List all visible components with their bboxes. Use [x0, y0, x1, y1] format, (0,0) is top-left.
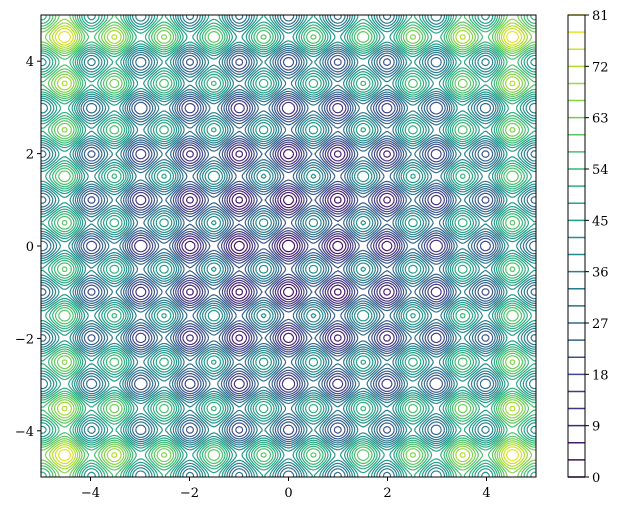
colorbar-frame [567, 14, 586, 478]
contour-level-57 [41, 15, 536, 477]
contour-level-3 [233, 194, 344, 298]
y-axis-ticks: −4 −2 0 2 4 [15, 55, 41, 440]
colorbar-tick-label: 45 [592, 214, 609, 229]
contour-level-30 [41, 15, 536, 477]
contour-lines [41, 15, 536, 477]
colorbar-tick-label: 27 [592, 317, 609, 332]
x-tick-label: −2 [180, 486, 199, 501]
colorbar-tick-label: 54 [592, 163, 609, 178]
contour-level-42 [41, 15, 536, 477]
contour-level-21 [82, 53, 495, 439]
colorbar: 0 9 18 27 36 45 54 63 72 81 [567, 9, 609, 486]
colorbar-tick-label: 0 [592, 471, 600, 486]
contour-level-27 [41, 15, 536, 477]
contour-level-48 [41, 15, 536, 477]
contour-level-45 [41, 15, 536, 477]
contour-level-15 [131, 99, 446, 393]
contour-level-6 [184, 148, 393, 344]
contour-level-33 [41, 15, 536, 477]
contour-level-39 [41, 15, 536, 477]
colorbar-tick-label: 36 [592, 266, 609, 281]
colorbar-tick-label: 81 [592, 9, 609, 24]
contour-level-75 [54, 27, 523, 465]
x-tick-label: 2 [383, 486, 391, 501]
x-tick-label: 0 [284, 486, 292, 501]
contour-level-78 [58, 30, 519, 462]
contour-level-9 [181, 145, 396, 347]
colorbar-tick-label: 63 [592, 112, 609, 127]
colorbar-tick-label: 9 [592, 420, 600, 435]
y-tick-label: −4 [15, 425, 34, 440]
y-tick-label: 2 [26, 148, 34, 163]
contour-level-18 [85, 56, 492, 436]
plot-background [41, 15, 536, 477]
contour-level-51 [41, 15, 536, 477]
contour-level-60 [41, 15, 536, 477]
contour-level-54 [41, 15, 536, 477]
contour-level-36 [41, 15, 536, 477]
contour-level-66 [44, 18, 533, 474]
colorbar-background [568, 15, 585, 477]
x-tick-label: 4 [482, 486, 490, 501]
contour-level-24 [80, 51, 497, 441]
contour-level-63 [41, 15, 536, 477]
y-tick-label: 0 [26, 240, 34, 255]
x-axis-ticks: −4 −2 0 2 4 [81, 477, 491, 501]
contour-level-12 [133, 101, 444, 391]
y-tick-label: −2 [15, 332, 34, 347]
contour-level-69 [49, 22, 528, 470]
contour-level-72 [52, 25, 525, 467]
colorbar-tick-label: 72 [592, 60, 609, 75]
x-tick-label: −4 [81, 486, 100, 501]
y-tick-label: 4 [26, 55, 34, 70]
colorbar-tick-label: 18 [592, 368, 609, 383]
